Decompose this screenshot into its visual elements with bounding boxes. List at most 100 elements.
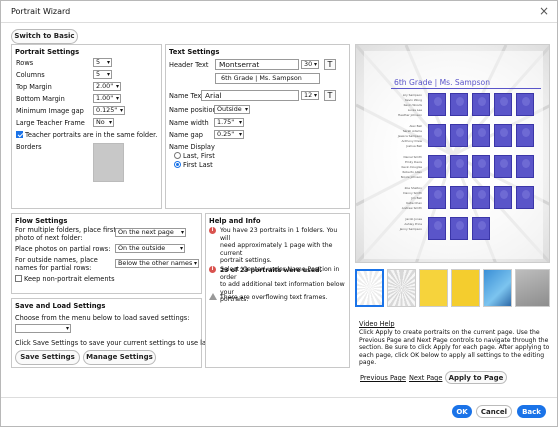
saved-settings-select[interactable]: ▾ xyxy=(15,324,71,333)
next-page-link[interactable]: Next Page xyxy=(409,374,443,382)
name-display-label: Name Display xyxy=(169,143,215,151)
partial-rows-value: On the outside xyxy=(118,244,166,252)
chevron-down-icon: ▾ xyxy=(106,59,110,66)
header-text-style-button[interactable]: T xyxy=(324,59,336,70)
columns-value: 5 xyxy=(96,70,101,78)
preview-portrait xyxy=(516,124,534,147)
preview-portrait xyxy=(494,155,512,178)
preview-portrait-name: Nicole Johnson xyxy=(400,175,422,179)
header-text-label: Header Text xyxy=(169,61,209,69)
outside-names-select[interactable]: Below the other names ▾ xyxy=(115,259,199,268)
name-position-label: Name position xyxy=(169,106,217,114)
top-margin-label: Top Margin xyxy=(16,83,52,91)
partial-rows-select[interactable]: On the outside ▾ xyxy=(115,244,185,253)
same-folder-label: Teacher portraits are in the same folder… xyxy=(25,131,158,139)
manage-settings-button[interactable]: Manage Settings xyxy=(83,350,156,365)
background-thumb-4[interactable] xyxy=(451,269,480,307)
chevron-down-icon: ▾ xyxy=(193,260,197,267)
bottom-margin-label: Bottom Margin xyxy=(16,95,65,103)
name-width-select[interactable]: 1.75" ▾ xyxy=(214,118,244,127)
dialog-title: Portrait Wizard xyxy=(11,7,71,16)
min-gap-select[interactable]: 0.125" ▾ xyxy=(93,106,125,115)
flow-settings-panel: Flow Settings For multiple folders, plac… xyxy=(11,213,202,294)
preview-portrait-name: Sarah Adams xyxy=(402,129,422,133)
background-thumb-6[interactable] xyxy=(515,269,550,307)
background-thumb-2[interactable] xyxy=(387,269,416,307)
preview-portrait-name: Alex Bell xyxy=(409,124,422,128)
info-line: need approximately 1 page with the curre… xyxy=(220,242,333,257)
large-frame-select[interactable]: No ▾ xyxy=(93,118,114,127)
name-font-input[interactable]: Arial xyxy=(201,90,299,101)
preview-portrait-name: Daniel Smith xyxy=(403,155,422,159)
preview-header-text: 6th Grade | Ms. Sampson xyxy=(394,78,491,87)
back-button[interactable]: Back xyxy=(517,405,546,418)
text-settings-panel: Text Settings Header Text Montserrat 30 ▾… xyxy=(165,44,350,209)
preview-portrait xyxy=(516,186,534,209)
name-size-select[interactable]: 12 ▾ xyxy=(301,91,319,100)
columns-select[interactable]: 5 ▾ xyxy=(93,70,112,79)
keep-non-portrait-checkbox[interactable] xyxy=(15,275,22,282)
last-first-label: Last, First xyxy=(183,152,215,160)
rows-select[interactable]: 5 ▾ xyxy=(93,58,112,67)
top-margin-select[interactable]: 2.00" ▾ xyxy=(93,82,121,91)
save-load-header: Save and Load Settings xyxy=(15,302,106,310)
chevron-down-icon: ▾ xyxy=(115,95,119,102)
preview-portrait xyxy=(428,155,446,178)
portrait-settings-header: Portrait Settings xyxy=(15,48,80,56)
multi-folder-label-2: photo of next folder: xyxy=(15,234,83,242)
preview-portrait xyxy=(516,93,534,116)
info-line: Select 'Center' under Name Position in o… xyxy=(220,266,340,281)
name-width-label: Name width xyxy=(169,119,209,127)
preview-portrait-name: Andrew Smith xyxy=(401,206,422,210)
text-settings-header: Text Settings xyxy=(169,48,220,56)
name-gap-value: 0.25" xyxy=(217,130,235,138)
name-gap-label: Name gap xyxy=(169,131,203,139)
preview-portrait xyxy=(472,217,490,240)
switch-to-basic-button[interactable]: Switch to Basic xyxy=(11,29,78,44)
background-thumb-1[interactable] xyxy=(355,269,384,307)
bottom-margin-select[interactable]: 1.00" ▾ xyxy=(93,94,121,103)
name-text-label: Name Text xyxy=(169,92,204,100)
preview-portrait xyxy=(450,155,468,178)
apply-to-page-button[interactable]: Apply to Page xyxy=(445,371,507,384)
min-gap-value: 0.125" xyxy=(96,106,118,114)
video-help-link[interactable]: Video Help xyxy=(359,320,395,328)
header-size-value: 30 xyxy=(304,60,313,68)
background-thumb-3[interactable] xyxy=(419,269,448,307)
chevron-down-icon: ▾ xyxy=(65,325,69,332)
info-portraits-used: 23 of 23 portraits were used. xyxy=(220,266,322,274)
info-line: portraits. xyxy=(220,296,249,304)
save-settings-button[interactable]: Save Settings xyxy=(15,350,80,365)
header-font-input[interactable]: Montserrat xyxy=(215,59,299,70)
name-gap-select[interactable]: 0.25" ▾ xyxy=(214,130,244,139)
preview-portrait xyxy=(450,93,468,116)
last-first-radio[interactable] xyxy=(174,152,181,159)
multi-folder-select[interactable]: On the next page ▾ xyxy=(115,228,186,237)
previous-page-link[interactable]: Previous Page xyxy=(360,374,406,382)
preview-portrait-name: Heather Johnson xyxy=(398,113,422,117)
same-folder-checkbox[interactable] xyxy=(16,131,23,138)
title-bar: Portrait Wizard × xyxy=(1,1,557,23)
background-thumb-5[interactable] xyxy=(483,269,512,307)
cancel-button[interactable]: Cancel xyxy=(476,405,512,418)
ok-button[interactable]: OK xyxy=(452,405,472,418)
info-line: portrait settings. xyxy=(220,257,272,265)
info-portraits-count: You have 23 portraits in 1 folders. You … xyxy=(220,227,349,275)
header-text-input[interactable]: 6th Grade | Ms. Sampson xyxy=(215,73,320,84)
partial-rows-label: Place photos on partial rows: xyxy=(15,245,111,253)
chevron-down-icon: ▾ xyxy=(180,229,184,236)
name-text-style-button[interactable]: T xyxy=(324,90,336,101)
header-size-select[interactable]: 30 ▾ xyxy=(301,60,319,69)
portrait-settings-panel: Portrait Settings Rows 5 ▾ Columns 5 ▾ Top… xyxy=(11,44,162,209)
multi-folder-label-1: For multiple folders, place first xyxy=(15,226,116,234)
first-last-radio[interactable] xyxy=(174,161,181,168)
large-frame-label: Large Teacher Frame xyxy=(16,119,85,127)
name-position-select[interactable]: Outside ▾ xyxy=(214,105,250,114)
border-swatch[interactable] xyxy=(93,143,124,182)
outside-names-label-2: names for partial rows: xyxy=(15,264,92,272)
close-icon[interactable]: × xyxy=(538,4,549,18)
preview-portrait xyxy=(450,217,468,240)
name-position-value: Outside xyxy=(217,105,242,113)
preview-portrait xyxy=(450,124,468,147)
